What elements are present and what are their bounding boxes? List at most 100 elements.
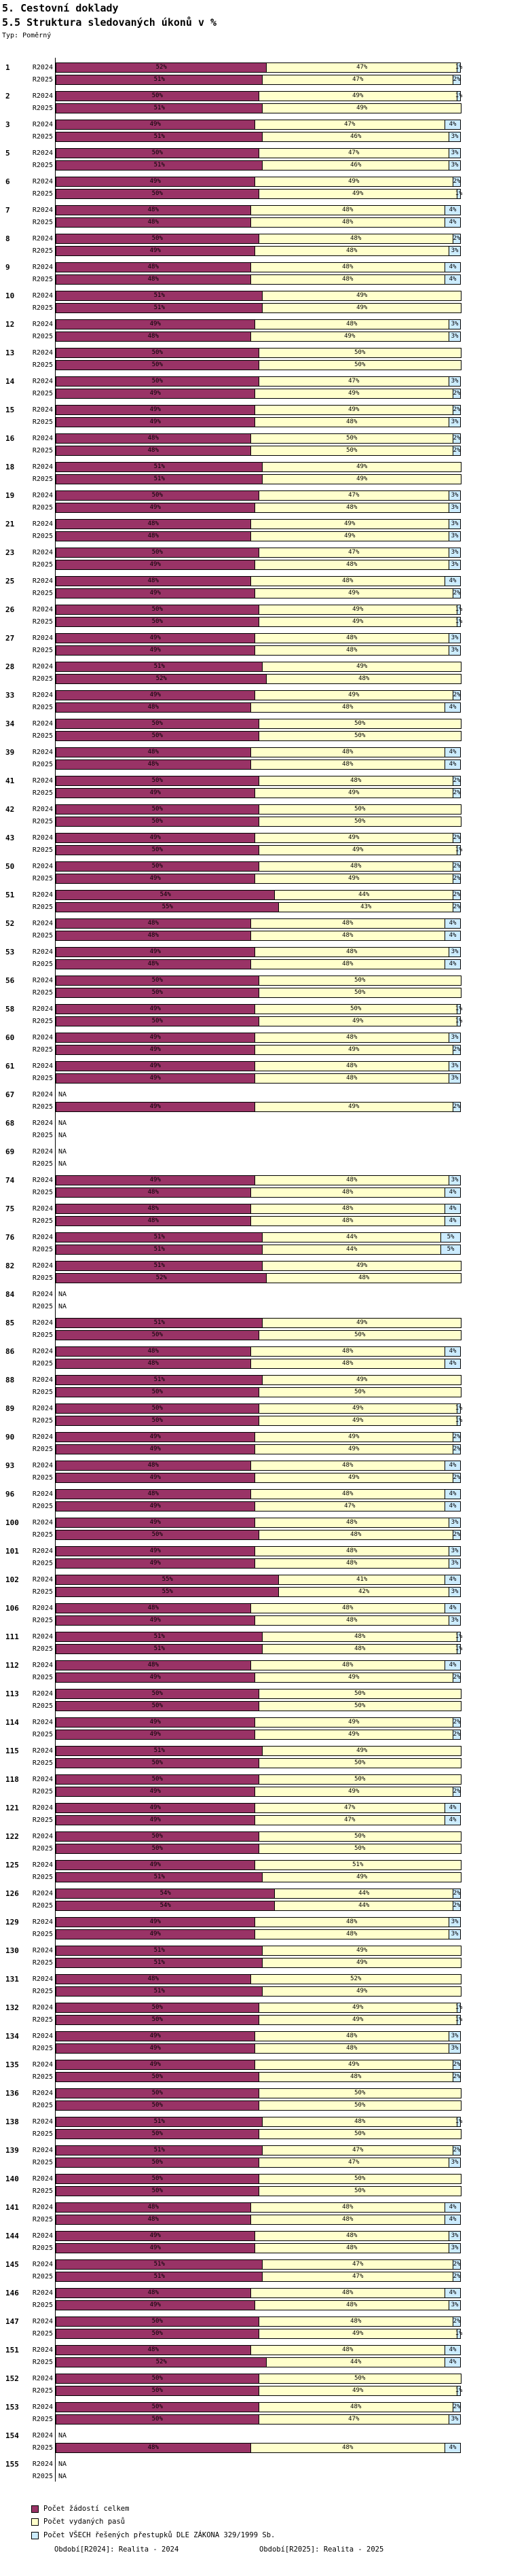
bar-segment-zadosti: 49%: [56, 1033, 255, 1043]
segment-value-label: 49%: [356, 1747, 368, 1754]
bar-segment-pasy: 49%: [262, 291, 461, 301]
bar-segment-pasy: 48%: [250, 1359, 446, 1369]
bar-row-13-r2024: 50% 50%: [56, 348, 461, 358]
bar-row-89-r2025: 50% 49% 1%: [56, 1416, 462, 1426]
period-label-r2024: R2024: [32, 1804, 53, 1812]
bar-segment-prestupky: 4%: [445, 959, 461, 969]
bar-row-52-r2024: 48% 48% 4%: [56, 918, 461, 929]
bar-segment-pasy: 48%: [250, 274, 446, 285]
segment-value-label: 4%: [449, 276, 457, 283]
bar-segment-zadosti: 49%: [56, 2300, 255, 2310]
bar-segment-pasy: 43%: [278, 902, 453, 912]
period-label-r2025: R2025: [32, 818, 53, 825]
bar-segment-prestupky: 2%: [453, 2402, 461, 2412]
bar-segment-pasy: 44%: [274, 890, 453, 900]
segment-value-label: 48%: [147, 533, 159, 539]
period-label-r2024: R2024: [32, 1662, 53, 1669]
bar-segment-pasy: 50%: [258, 1330, 461, 1340]
bar-row-76-r2025: 51% 44% 5%: [56, 1245, 461, 1255]
bar-segment-zadosti: 50%: [56, 1831, 259, 1842]
bar-row-129-r2024: 49% 48% 3%: [56, 1917, 461, 1927]
bar-row-88-r2024: 51% 49%: [56, 1375, 461, 1385]
bar-segment-prestupky: 2%: [453, 690, 461, 700]
bar-segment-prestupky: 4%: [445, 205, 461, 215]
bar-row-141-r2025: 48% 48% 4%: [56, 2215, 461, 2225]
segment-value-label: 3%: [451, 2045, 459, 2052]
bar-segment-zadosti: 48%: [56, 262, 251, 272]
bar-segment-prestupky: 2%: [453, 389, 461, 399]
bar-row-135-r2025: 50% 48% 2%: [56, 2072, 461, 2082]
bar-segment-pasy: 49%: [254, 2060, 453, 2070]
bar-segment-zadosti: 48%: [56, 205, 251, 215]
bar-segment-zadosti: 48%: [56, 1660, 251, 1670]
period-label-r2025: R2025: [32, 2359, 53, 2366]
segment-value-label: 4%: [449, 920, 457, 927]
segment-value-label: 48%: [342, 1462, 354, 1469]
bar-segment-pasy: 48%: [258, 234, 454, 244]
segment-value-label: 49%: [149, 875, 161, 882]
bar-row-75-r2025: 48% 48% 4%: [56, 1216, 461, 1226]
segment-value-label: 4%: [449, 207, 457, 213]
segment-value-label: 48%: [342, 276, 354, 283]
bar-row-50-r2024: 50% 48% 2%: [56, 861, 461, 872]
bar-segment-pasy: 47%: [254, 120, 446, 130]
group-label-135: 135: [5, 2060, 19, 2069]
segment-value-label: 49%: [352, 2016, 364, 2023]
segment-value-label: 51%: [153, 1319, 165, 1326]
group-label-112: 112: [5, 1661, 19, 1670]
bar-segment-prestupky: 3%: [449, 376, 461, 387]
segment-value-label: 50%: [354, 1776, 366, 1783]
na-label: NA: [58, 1148, 67, 1156]
footer-period-2025: Období[R2025]: Realita - 2025: [259, 2545, 384, 2554]
segment-value-label: 48%: [147, 961, 159, 967]
segment-value-label: 50%: [354, 720, 366, 727]
segment-value-label: 44%: [350, 2359, 362, 2365]
segment-value-label: 48%: [147, 1348, 159, 1355]
bar-row-136-r2025: 50% 50%: [56, 2100, 461, 2111]
period-label-r2024: R2024: [32, 2061, 53, 2069]
segment-value-label: 49%: [149, 1731, 161, 1738]
segment-value-label: 48%: [346, 2232, 358, 2239]
segment-value-label: 49%: [149, 1719, 161, 1725]
period-label-r2024: R2024: [32, 463, 53, 471]
segment-value-label: 49%: [348, 1103, 360, 1110]
period-label-r2024: R2024: [32, 406, 53, 414]
bar-segment-zadosti: 50%: [56, 617, 259, 627]
legend-swatch-prestupky: [31, 2531, 39, 2539]
segment-value-label: 2%: [453, 692, 461, 698]
period-label-r2025: R2025: [32, 2102, 53, 2109]
segment-value-label: 48%: [342, 1662, 354, 1668]
bar-segment-zadosti: 50%: [56, 731, 259, 741]
bar-segment-zadosti: 49%: [56, 1672, 255, 1683]
bar-row-51-r2025: 55% 43% 2%: [56, 902, 461, 912]
bar-row-134-r2025: 49% 48% 3%: [56, 2043, 461, 2054]
bar-row-101-r2024: 49% 48% 3%: [56, 1546, 461, 1556]
bar-segment-prestupky: 4%: [445, 1187, 461, 1198]
period-label-r2024: R2024: [32, 1262, 53, 1270]
bar-row-86-r2024: 48% 48% 4%: [56, 1346, 461, 1357]
bar-row-88-r2025: 50% 50%: [56, 1387, 461, 1397]
period-label-r2025: R2025: [32, 1446, 53, 1453]
bar-segment-prestupky: 2%: [453, 776, 461, 786]
period-label-r2024: R2024: [32, 749, 53, 756]
bar-segment-zadosti: 49%: [56, 1061, 255, 1071]
bar-segment-pasy: 50%: [258, 817, 461, 827]
bar-segment-prestupky: 3%: [449, 2300, 461, 2310]
period-label-r2025: R2025: [32, 1959, 53, 1967]
bar-segment-pasy: 50%: [250, 433, 454, 444]
segment-value-label: 3%: [451, 1062, 459, 1069]
bar-segment-prestupky: 1%: [455, 189, 462, 199]
bar-segment-zadosti: 48%: [56, 2288, 251, 2298]
segment-value-label: 50%: [151, 1331, 163, 1338]
bar-segment-prestupky: 3%: [449, 2158, 461, 2168]
bar-segment-pasy: 49%: [262, 1261, 461, 1271]
bar-segment-pasy: 48%: [254, 246, 450, 256]
bar-row-111-r2025: 51% 48% 1%: [56, 1644, 462, 1654]
segment-value-label: 50%: [151, 1690, 163, 1697]
period-label-r2025: R2025: [32, 1160, 53, 1168]
segment-value-label: 3%: [451, 1075, 459, 1081]
bar-segment-prestupky: 4%: [445, 274, 461, 285]
bar-row-136-r2024: 50% 50%: [56, 2088, 461, 2098]
period-label-r2024: R2024: [32, 1005, 53, 1013]
bar-segment-pasy: 49%: [258, 91, 457, 101]
